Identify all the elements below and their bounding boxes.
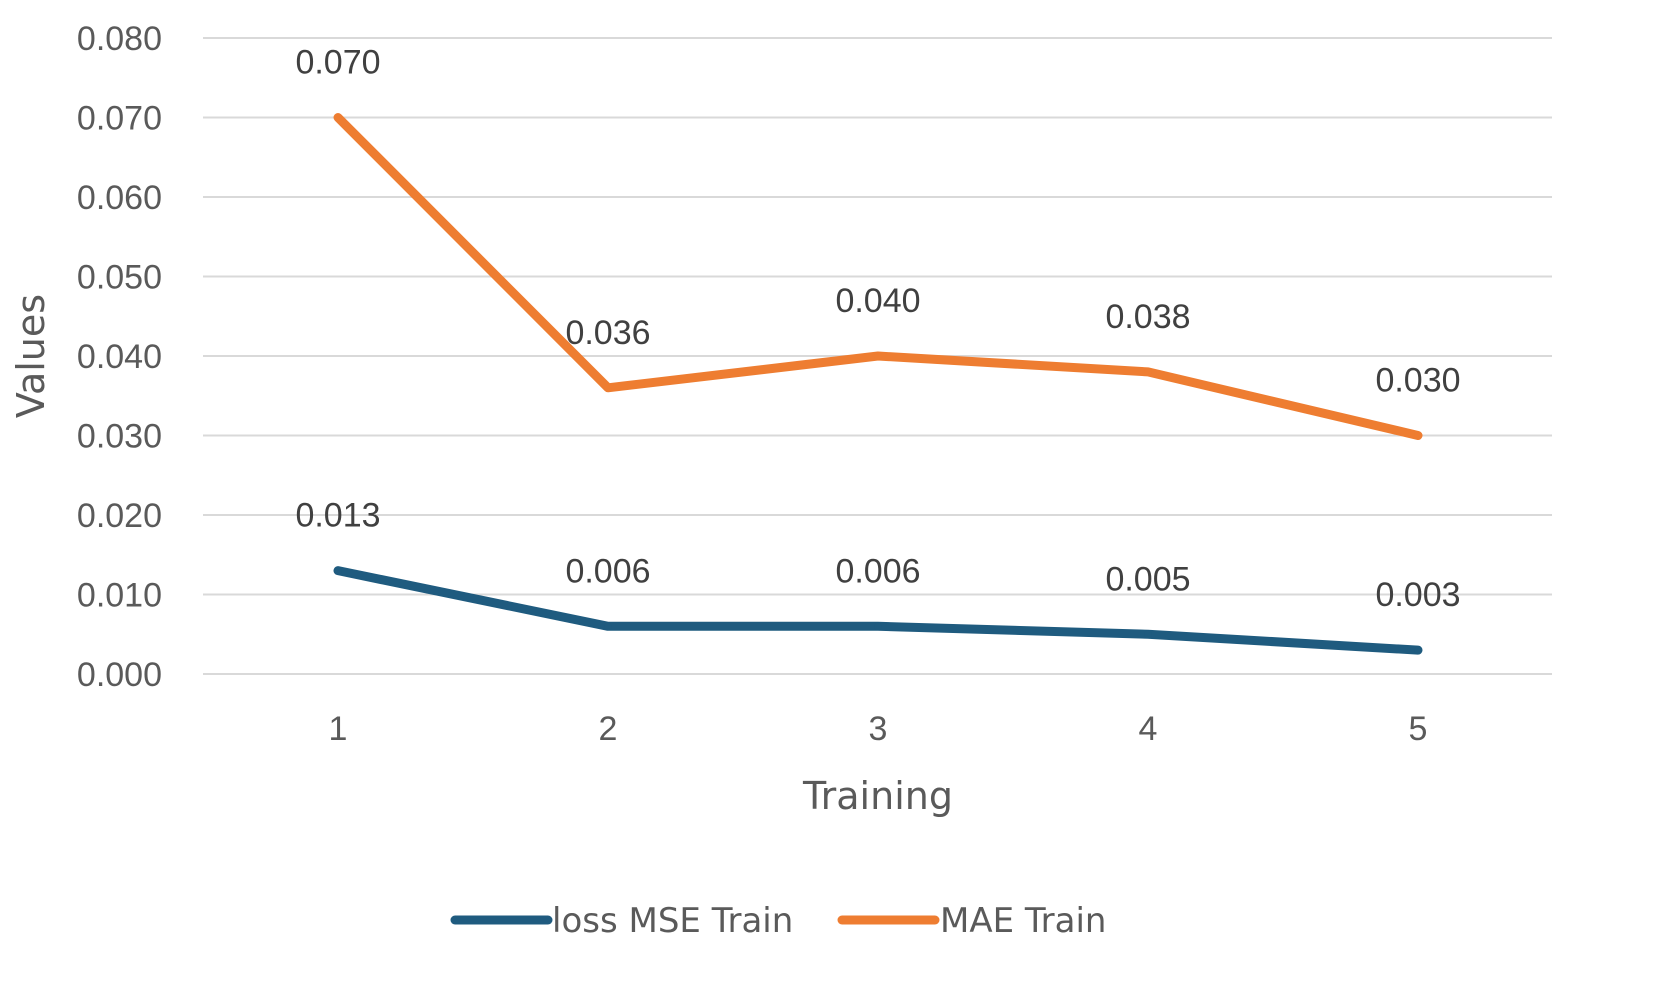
legend: loss MSE Train MAE Train [450,901,1106,941]
data-point [1144,367,1152,376]
data-label: 0.030 [1375,362,1460,400]
data-point [1414,646,1422,655]
data-label: 0.005 [1105,560,1190,598]
x-tick-label: 3 [869,710,888,748]
data-label: 0.003 [1375,576,1460,614]
y-tick-label: 0.000 [77,656,162,694]
data-point [1144,630,1152,639]
y-tick-label: 0.040 [77,338,162,376]
data-label: 0.036 [565,314,650,352]
y-tick-label: 0.020 [77,497,162,535]
data-label: 0.070 [295,44,380,82]
x-tick-label: 5 [1409,710,1428,748]
data-label: 0.038 [1105,298,1190,336]
legend-label-loss-mse-train: loss MSE Train [552,901,793,941]
x-tick-label: 1 [329,710,348,748]
data-label: 0.040 [835,282,920,320]
data-point [604,622,612,631]
data-point [1414,431,1422,440]
y-tick-label: 0.030 [77,418,162,456]
x-axis-ticks: 1 2 3 4 5 [329,710,1428,748]
x-tick-label: 2 [599,710,618,748]
data-point [334,113,342,122]
x-tick-label: 4 [1139,710,1158,748]
data-label: 0.006 [565,552,650,590]
data-label: 0.013 [295,497,380,535]
y-axis-ticks: 0.000 0.010 0.020 0.030 0.040 0.050 0.060 0.070… [77,20,162,694]
series-lines [333,113,1423,655]
data-point [334,566,342,575]
data-label: 0.006 [835,552,920,590]
y-axis-title: Values [9,294,53,418]
y-tick-label: 0.050 [77,259,162,297]
y-tick-label: 0.070 [77,100,162,138]
data-point [604,383,612,392]
x-axis-title: Training [802,774,953,818]
data-point [874,622,882,631]
y-tick-label: 0.060 [77,179,162,217]
legend-label-mae-train: MAE Train [940,901,1106,941]
y-tick-label: 0.080 [77,20,162,58]
y-tick-label: 0.010 [77,577,162,615]
data-labels: 0.013 0.006 0.006 0.005 0.003 0.070 0.036 0.040… [295,44,1460,615]
data-point [874,352,882,360]
